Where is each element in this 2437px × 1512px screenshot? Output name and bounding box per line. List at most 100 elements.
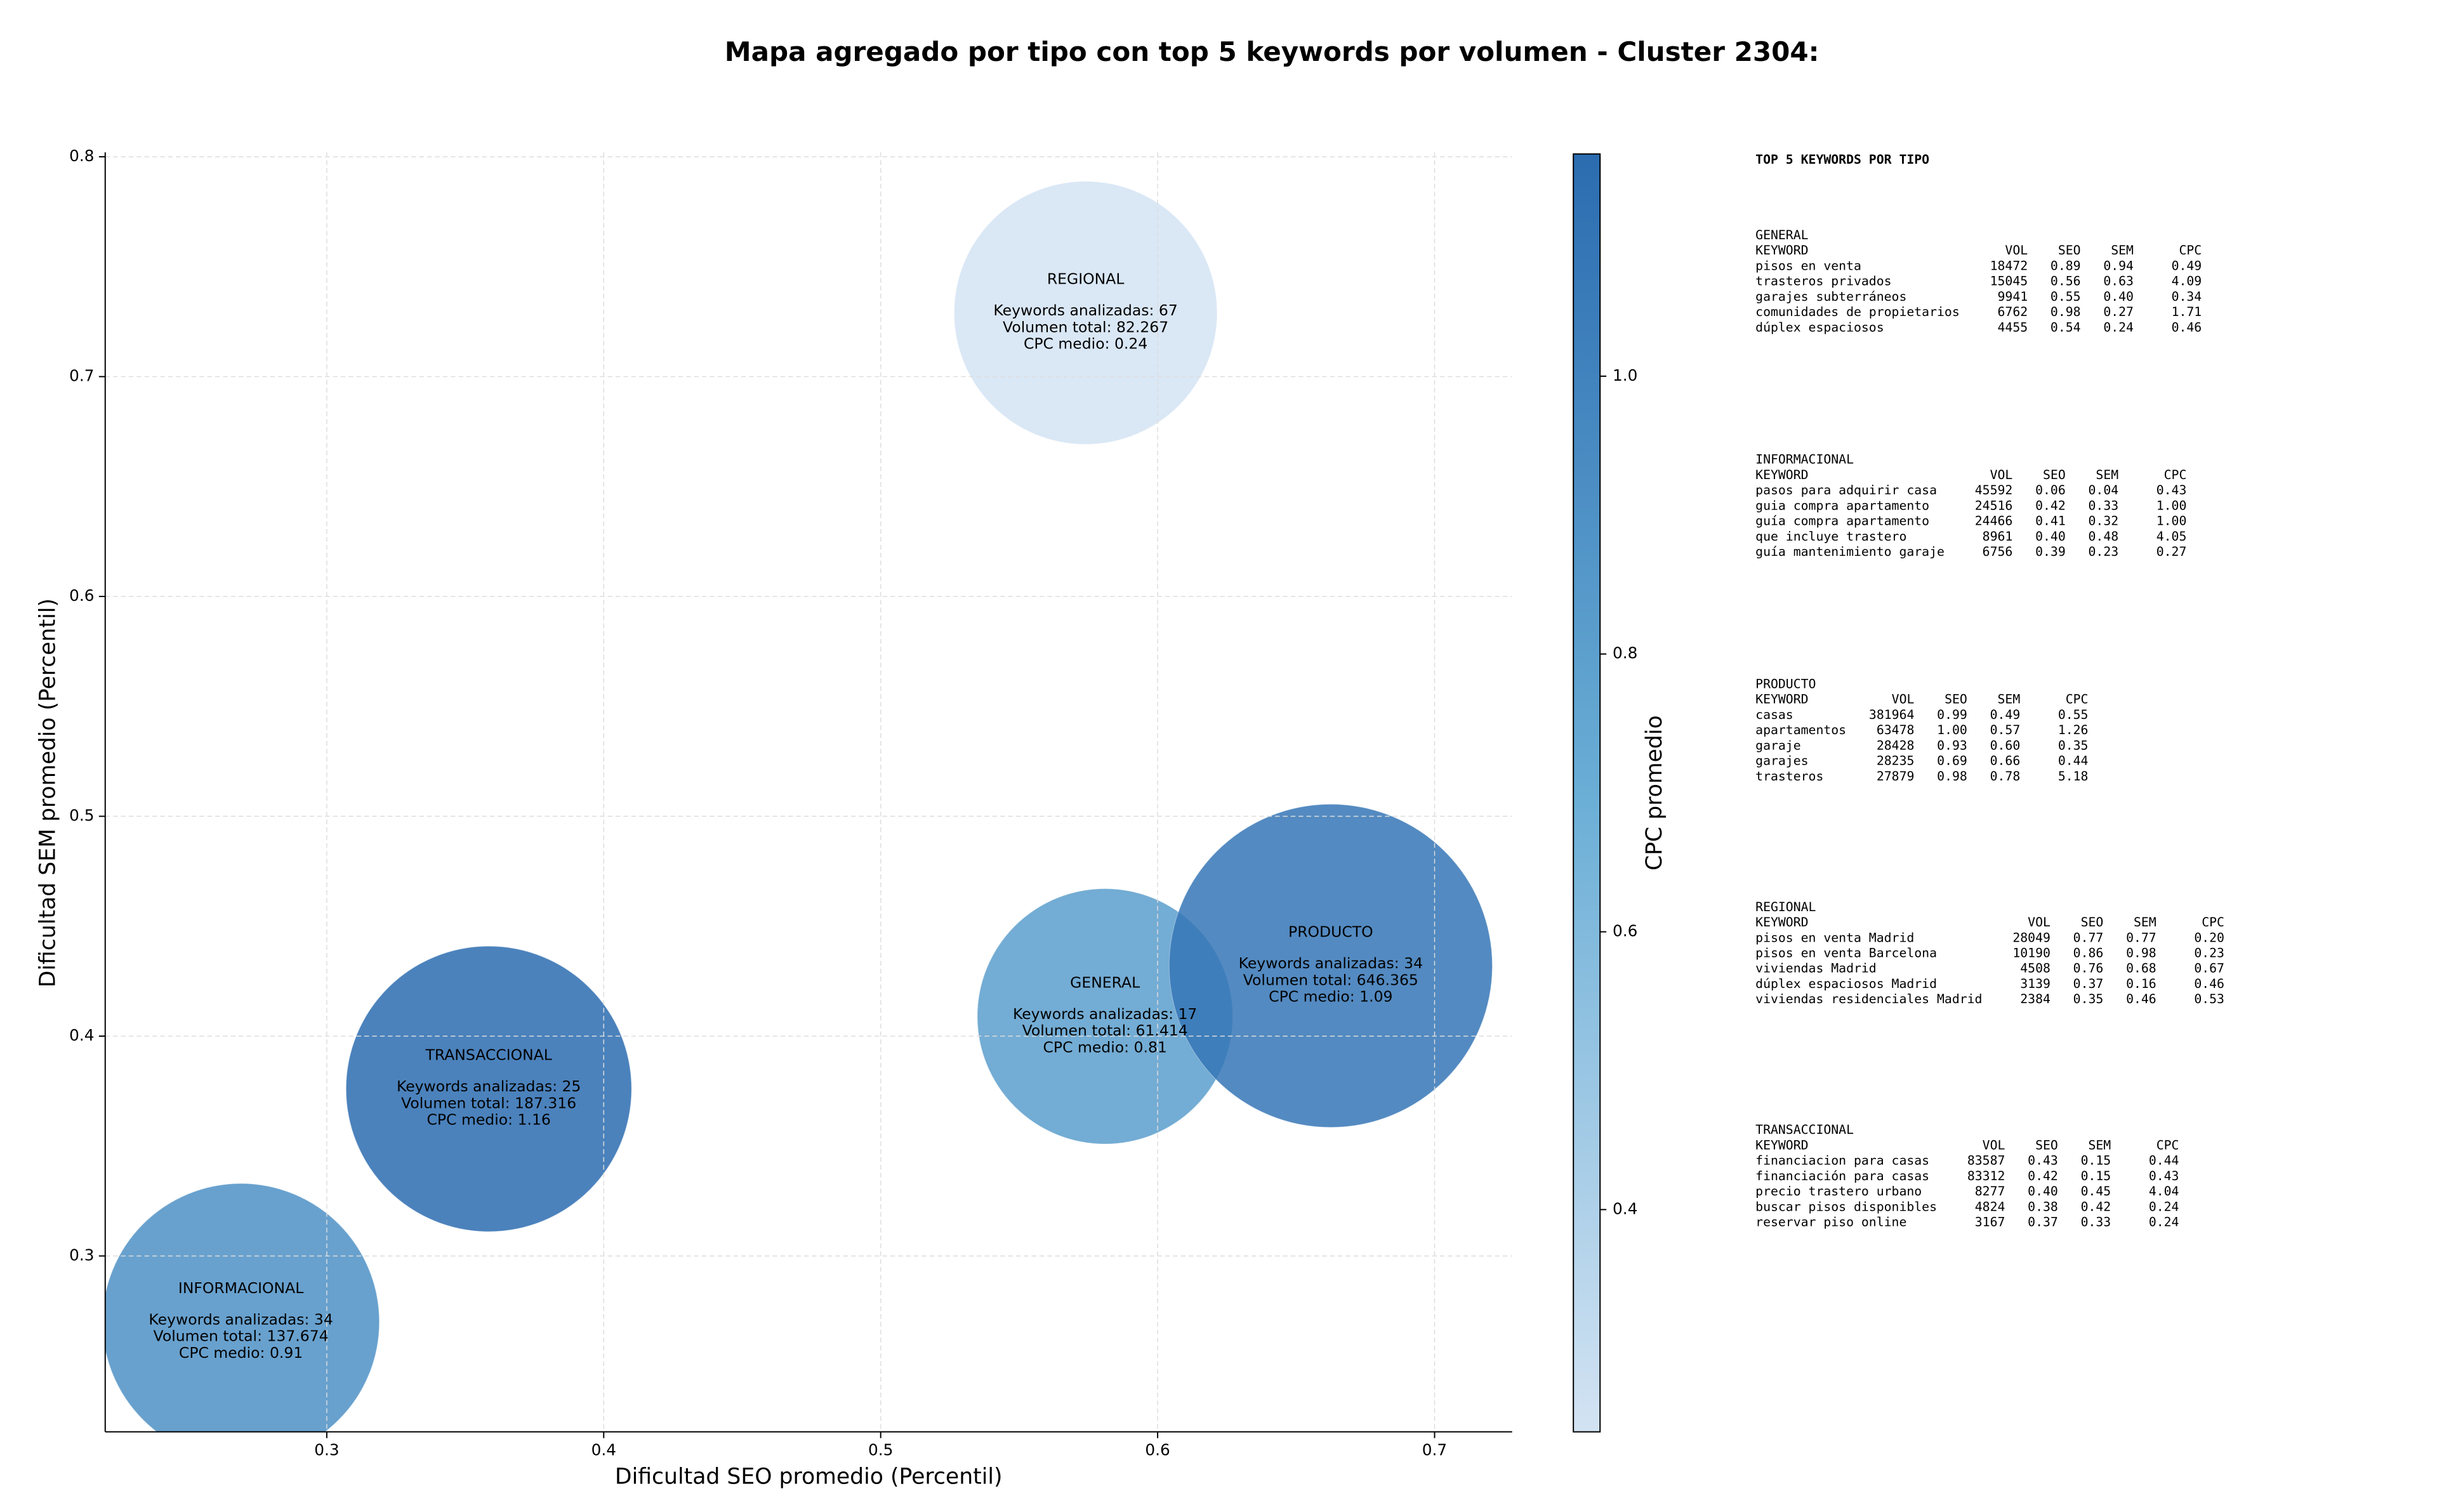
table-cell: 0.37 bbox=[2028, 1215, 2058, 1230]
table-cell: viviendas residenciales Madrid bbox=[1755, 992, 1982, 1006]
table-cell: CPC bbox=[2156, 1138, 2179, 1152]
table-cell: 63478 bbox=[1877, 723, 1915, 737]
table-cell: 0.76 bbox=[2073, 961, 2104, 976]
colorbar-tick-label: 0.6 bbox=[1613, 922, 1637, 940]
table-cell: 0.86 bbox=[2073, 946, 2104, 961]
table-cell: 18472 bbox=[1990, 258, 2028, 273]
table-cell: 0.40 bbox=[2103, 289, 2134, 304]
table-cell: 0.54 bbox=[2051, 320, 2081, 334]
table-cell: KEYWORD bbox=[1755, 468, 1808, 482]
table-cell: VOL bbox=[2005, 243, 2028, 258]
table-cell: 0.99 bbox=[1937, 707, 1967, 722]
table-cell: 0.48 bbox=[2089, 529, 2119, 544]
table-cell: 1.71 bbox=[2172, 305, 2202, 319]
table-cell: 0.32 bbox=[2089, 514, 2119, 529]
bubble-label: INFORMACIONAL bbox=[178, 1279, 303, 1297]
table-cell: 0.20 bbox=[2194, 930, 2224, 945]
table-cell: viviendas Madrid bbox=[1755, 961, 1877, 976]
table-cell: 1.00 bbox=[1937, 723, 1967, 737]
table-cell: 0.16 bbox=[2126, 976, 2156, 991]
table-cell: 0.45 bbox=[2081, 1184, 2111, 1199]
table-cell: 8277 bbox=[1975, 1184, 2005, 1199]
table-cell: 28428 bbox=[1877, 738, 1915, 753]
table-cell: 24466 bbox=[1975, 514, 2013, 529]
bubble bbox=[1168, 803, 1493, 1128]
table-cell: 6762 bbox=[1998, 305, 2028, 319]
section-title: GENERAL bbox=[1755, 228, 1808, 242]
table-cell: guia compra apartamento bbox=[1755, 498, 1929, 513]
table-cell: 4824 bbox=[1975, 1199, 2005, 1214]
table-cell: 0.78 bbox=[1990, 769, 2021, 784]
table-cell: 0.57 bbox=[1990, 723, 2021, 737]
table-cell: 6756 bbox=[1983, 544, 2013, 559]
section-title: PRODUCTO bbox=[1755, 676, 1816, 691]
table-cell: 0.77 bbox=[2073, 930, 2104, 945]
table-cell: 0.40 bbox=[2035, 529, 2066, 544]
x-axis-label: Dificultad SEO promedio (Percentil) bbox=[615, 1464, 1003, 1489]
y-tick-label: 0.5 bbox=[69, 806, 94, 825]
table-cell: 0.24 bbox=[2149, 1215, 2179, 1230]
chart-title: Mapa agregado por tipo con top 5 keyword… bbox=[725, 36, 1819, 67]
colorbar bbox=[1573, 153, 1601, 1433]
bubbles bbox=[105, 181, 1493, 1432]
bubble-annotation: Volumen total: 61.414 bbox=[1022, 1022, 1188, 1039]
table-cell: 0.23 bbox=[2194, 946, 2224, 961]
colorbar-tick-label: 0.4 bbox=[1613, 1199, 1637, 1218]
table-cell: 3139 bbox=[2020, 976, 2051, 991]
x-tick-label: 0.7 bbox=[1422, 1440, 1447, 1459]
table-cell: SEM bbox=[1998, 692, 2021, 707]
bubble-annotation: CPC medio: 1.09 bbox=[1269, 988, 1392, 1006]
x-tick-label: 0.5 bbox=[868, 1440, 893, 1459]
table-cell: 0.46 bbox=[2194, 976, 2224, 991]
table-cell: dúplex espaciosos Madrid bbox=[1755, 976, 1937, 991]
table-cell: 0.55 bbox=[2058, 707, 2089, 722]
table-cell: 0.27 bbox=[2103, 305, 2134, 319]
table-cell: guía compra apartamento bbox=[1755, 514, 1929, 529]
table-cell: 4508 bbox=[2020, 961, 2051, 976]
table-cell: VOL bbox=[1983, 1138, 2005, 1152]
table-cell: 0.69 bbox=[1937, 754, 1967, 768]
table-cell: 28235 bbox=[1877, 754, 1915, 768]
table-cell: 83587 bbox=[1967, 1154, 2005, 1168]
table-cell: 0.41 bbox=[2035, 514, 2066, 529]
table-cell: 27879 bbox=[1877, 769, 1915, 784]
table-cell: CPC bbox=[2202, 915, 2224, 930]
bubble-annotation: Keywords analizadas: 25 bbox=[397, 1077, 581, 1095]
bubble-label: REGIONAL bbox=[1047, 270, 1125, 288]
table-cell: 0.06 bbox=[2035, 483, 2066, 497]
table-cell: SEO bbox=[2081, 915, 2104, 930]
bubble-annotation: CPC medio: 1.16 bbox=[427, 1111, 551, 1129]
table-cell: 0.66 bbox=[1990, 754, 2021, 768]
table-cell: 0.35 bbox=[2058, 738, 2089, 753]
bubble-annotation: Keywords analizadas: 17 bbox=[1013, 1005, 1197, 1023]
table-cell: 0.33 bbox=[2089, 498, 2119, 513]
table-cell: 5.18 bbox=[2058, 769, 2089, 784]
bubble bbox=[345, 945, 632, 1232]
table-cell: SEM bbox=[2111, 243, 2134, 258]
y-tick-label: 0.4 bbox=[69, 1026, 94, 1044]
y-axis-label: Dificultad SEM promedio (Percentil) bbox=[36, 598, 61, 987]
table-cell: 0.37 bbox=[2073, 976, 2104, 991]
table-cell: 0.63 bbox=[2103, 274, 2134, 289]
table-cell: financiacion para casas bbox=[1755, 1154, 1929, 1168]
bubble-annotation: Keywords analizadas: 67 bbox=[993, 301, 1177, 319]
table-cell: 0.94 bbox=[2103, 258, 2134, 273]
table-cell: 0.42 bbox=[2028, 1169, 2058, 1183]
panel-title: TOP 5 KEYWORDS POR TIPO bbox=[1755, 152, 1929, 167]
table-cell: pisos en venta Madrid bbox=[1755, 930, 1914, 945]
table-cell: 0.44 bbox=[2058, 754, 2089, 768]
colorbar-label: CPC promedio bbox=[1642, 715, 1667, 871]
y-tick-label: 0.3 bbox=[69, 1246, 94, 1264]
table-cell: pisos en venta Barcelona bbox=[1755, 946, 1937, 961]
bubble-annotation: Volumen total: 82.267 bbox=[1003, 318, 1168, 336]
table-cell: 0.33 bbox=[2081, 1215, 2111, 1230]
plot-area bbox=[105, 181, 1493, 1432]
bubble-label: GENERAL bbox=[1070, 973, 1140, 991]
table-cell: buscar pisos disponibles bbox=[1755, 1199, 1937, 1214]
table-cell: 83312 bbox=[1967, 1169, 2005, 1183]
table-cell: KEYWORD bbox=[1755, 915, 1808, 930]
bubble-annotation: Volumen total: 646.365 bbox=[1243, 971, 1418, 989]
table-cell: 0.39 bbox=[2035, 544, 2066, 559]
table-cell: SEO bbox=[1945, 692, 1967, 707]
